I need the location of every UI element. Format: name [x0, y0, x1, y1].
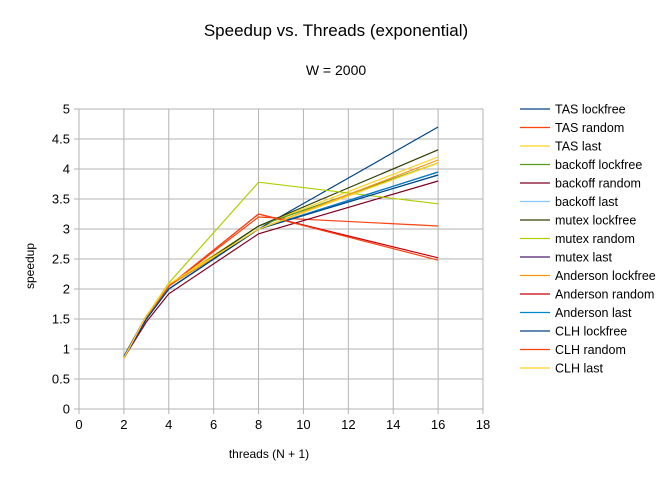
tick-labels: 0 0.5 1 1.5 2 2.5 3 3.5 4 4.5 5 0 2 4 6 8 10 12 14 16 18 [52, 102, 490, 433]
x-tick-label: 16 [431, 417, 445, 432]
y-tick-label: 4.5 [52, 132, 70, 147]
x-tick-label: 2 [120, 417, 127, 432]
legend-label: backoff random [555, 177, 641, 191]
series-line-mutex-random [123, 181, 439, 359]
grid [74, 108, 484, 414]
y-tick-label: 3.5 [52, 192, 70, 207]
legend-label: mutex last [555, 251, 612, 265]
series-line-clh-last [123, 162, 439, 359]
legend-label: Anderson random [555, 288, 654, 302]
series-line-backoff-lockfree [123, 162, 439, 359]
series-line-mutex-lockfree [123, 149, 439, 359]
y-tick-label: 2 [63, 282, 70, 297]
legend-label: CLH random [555, 343, 626, 357]
series-line-tas-lockfree [123, 126, 439, 357]
x-tick-label: 12 [341, 417, 355, 432]
x-tick-label: 14 [386, 417, 400, 432]
legend: TAS lockfree TAS random TAS last backoff lo… [520, 103, 656, 376]
series-line-mutex-last [123, 171, 439, 359]
legend-label: mutex random [555, 232, 635, 246]
legend-label: Anderson lockfree [555, 269, 656, 283]
series-lines [123, 126, 439, 359]
series-line-anderson-last [123, 171, 439, 358]
legend-label: mutex lockfree [555, 214, 636, 228]
x-tick-label: 8 [255, 417, 262, 432]
y-axis-label: speedup [23, 243, 37, 289]
y-tick-label: 2.5 [52, 252, 70, 267]
y-tick-label: 0.5 [52, 372, 70, 387]
legend-label: CLH last [555, 362, 603, 376]
y-tick-label: 0 [63, 402, 70, 417]
legend-label: TAS last [555, 140, 602, 154]
chart-title: Speedup vs. Threads (exponential) [204, 21, 468, 40]
legend-label: backoff last [555, 195, 619, 209]
y-tick-label: 5 [63, 102, 70, 117]
y-tick-label: 1 [63, 342, 70, 357]
series-line-clh-random [123, 213, 439, 359]
x-tick-label: 6 [210, 417, 217, 432]
x-tick-label: 0 [75, 417, 82, 432]
chart-subtitle: W = 2000 [306, 62, 367, 78]
legend-label: Anderson last [555, 306, 632, 320]
x-tick-label: 18 [476, 417, 490, 432]
series-line-backoff-last [123, 174, 439, 358]
series-line-anderson-random [123, 213, 439, 359]
series-line-backoff-random [123, 180, 439, 359]
series-line-clh-lockfree [123, 174, 439, 359]
x-tick-label: 10 [296, 417, 310, 432]
x-tick-label: 4 [165, 417, 172, 432]
y-tick-label: 1.5 [52, 312, 70, 327]
y-tick-label: 4 [63, 162, 70, 177]
legend-label: TAS random [555, 121, 624, 135]
legend-label: CLH lockfree [555, 325, 627, 339]
legend-label: TAS lockfree [555, 103, 626, 117]
x-axis-label: threads (N + 1) [229, 447, 309, 461]
legend-label: backoff lockfree [555, 158, 642, 172]
y-tick-label: 3 [63, 222, 70, 237]
